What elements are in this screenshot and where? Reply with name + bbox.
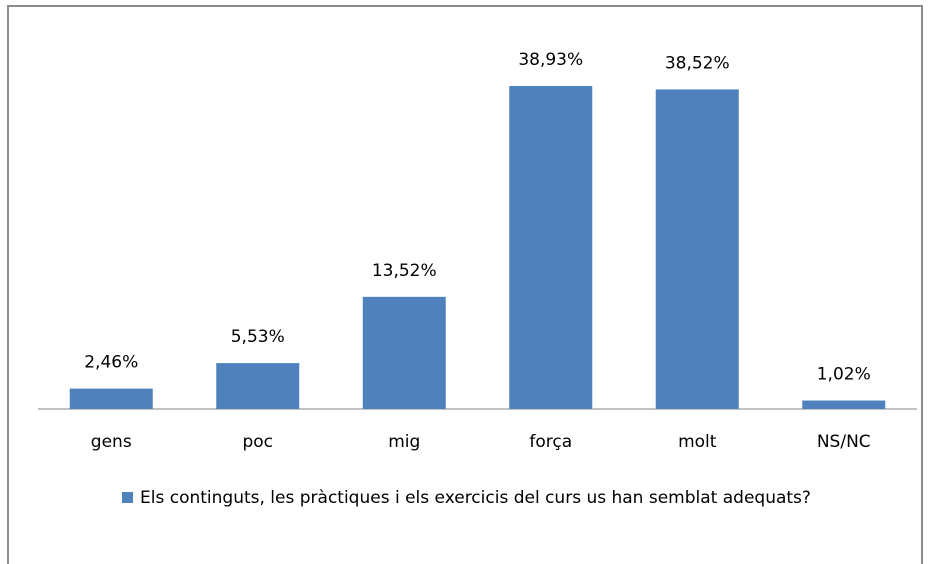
data-label: 38,93% [518,50,583,70]
chart-border [7,5,923,564]
data-label: 1,02% [817,365,871,385]
bar [362,296,446,409]
x-tick-label: gens [91,432,132,452]
bar [655,89,739,410]
bar [802,400,886,409]
data-label: 5,53% [231,327,285,347]
bar [509,86,593,409]
data-label: 2,46% [84,353,138,373]
bar [216,363,300,409]
data-label: 38,52% [665,53,730,73]
x-tick-label: molt [678,432,717,452]
legend-label: Els continguts, les pràctiques i els exe… [140,488,811,508]
x-tick-label: mig [388,432,420,452]
bar [69,388,153,409]
legend-swatch [122,492,133,503]
x-tick-label: NS/NC [817,432,871,452]
x-tick-label: força [529,432,572,452]
data-label: 13,52% [372,261,437,281]
x-tick-label: poc [242,432,273,452]
